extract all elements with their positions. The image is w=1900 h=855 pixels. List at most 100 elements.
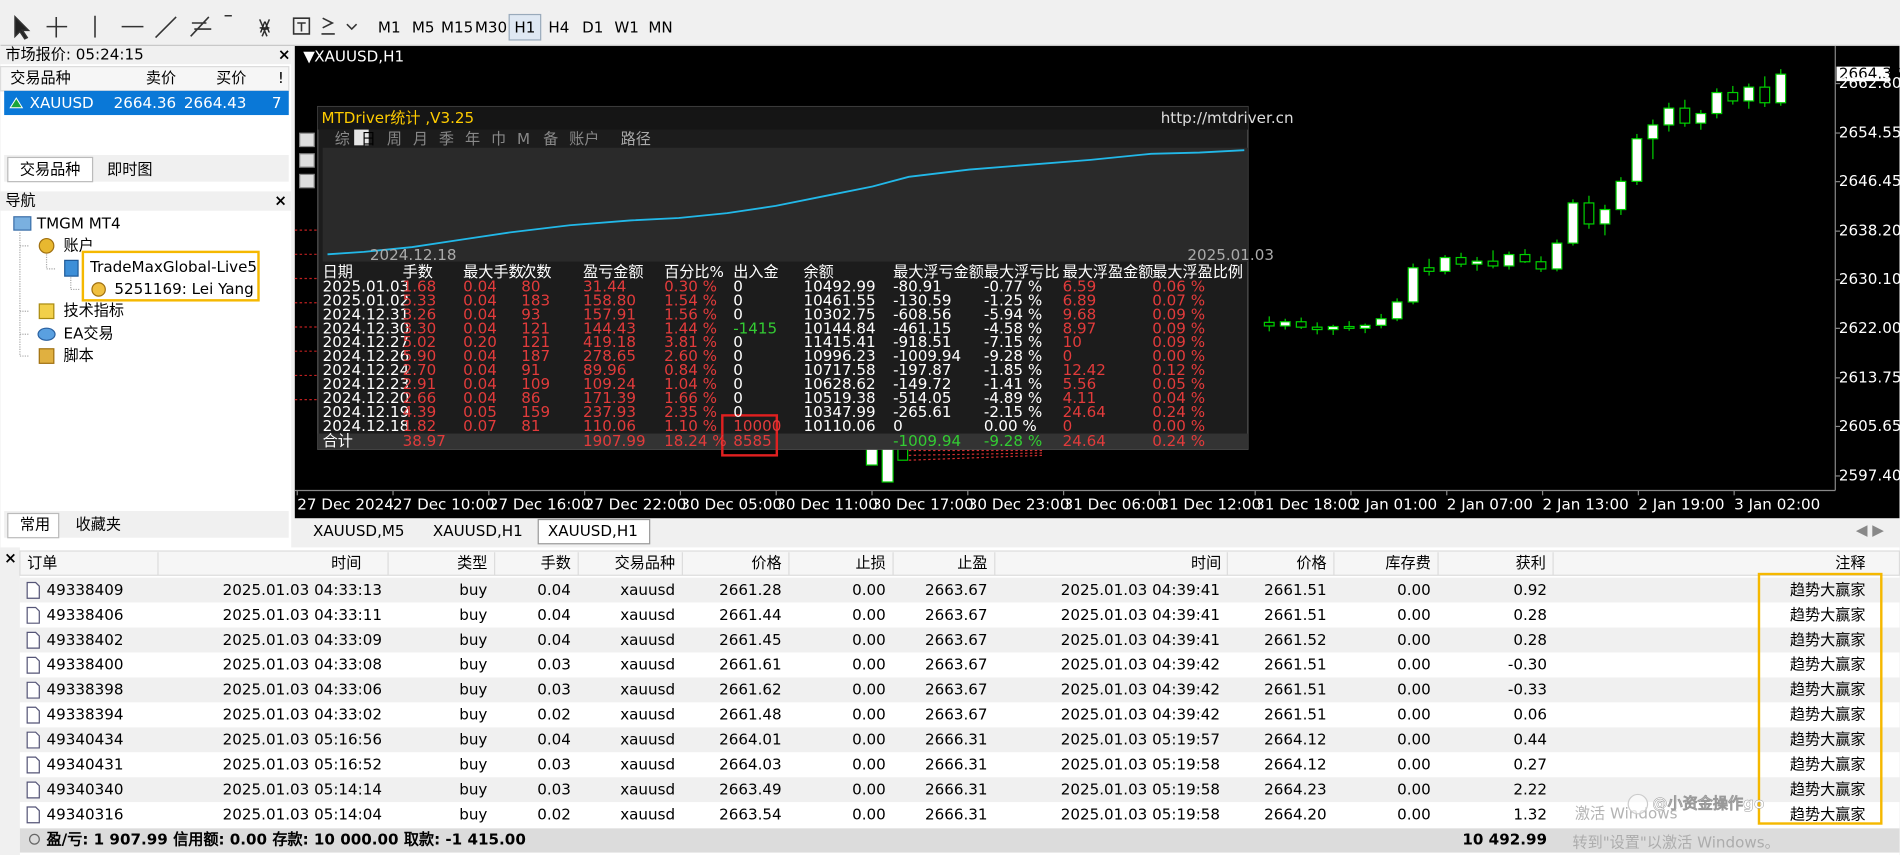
tab-scroll[interactable]: ◀ ▶: [1856, 521, 1884, 539]
tree-item[interactable]: 脚本: [64, 347, 94, 365]
stats-cell: 0: [733, 347, 743, 365]
timeframe-button[interactable]: M1: [378, 18, 401, 36]
text-tool[interactable]: A: [260, 18, 271, 36]
close-button[interactable]: ×: [274, 192, 287, 210]
tree-item[interactable]: EA交易: [64, 325, 114, 343]
column-header[interactable]: 价格: [1296, 554, 1326, 572]
stats-path[interactable]: 路径: [621, 130, 651, 148]
side-icon[interactable]: [299, 173, 315, 189]
stats-menu-item[interactable]: 季: [439, 130, 454, 148]
column-header[interactable]: 手数: [541, 554, 571, 572]
cell: 2661.51: [1264, 656, 1327, 674]
side-icon[interactable]: [299, 153, 315, 168]
column-header[interactable]: 获利: [1516, 554, 1546, 572]
side-icon[interactable]: [299, 132, 315, 148]
stats-cell: -5.94 %: [984, 305, 1042, 323]
column-header[interactable]: 类型: [457, 554, 487, 572]
cell: 2025.01.03 04:39:41: [1061, 631, 1220, 649]
tree-item[interactable]: 技术指标: [64, 302, 125, 320]
chart-menu-arrow[interactable]: ▼: [303, 47, 315, 65]
candle-body: [1311, 326, 1323, 331]
tree-item[interactable]: 账户: [64, 236, 94, 254]
trade-row[interactable]: [19, 652, 1900, 678]
fib-tool[interactable]: [224, 14, 271, 37]
cell: buy: [459, 581, 487, 599]
cursor-tool[interactable]: [14, 15, 31, 40]
tree-item[interactable]: TradeMaxGlobal-Live5: [89, 258, 257, 276]
panel-tab[interactable]: 收藏夹: [76, 515, 121, 533]
stats-menu-item[interactable]: 年: [465, 130, 480, 148]
cell: 2663.67: [925, 606, 988, 624]
timeframe-button[interactable]: M5: [412, 18, 435, 36]
trade-row[interactable]: [19, 602, 1900, 628]
column-header[interactable]: 止损: [856, 554, 886, 572]
channel-tool[interactable]: [190, 16, 212, 37]
trade-row[interactable]: [19, 802, 1900, 828]
trade-row[interactable]: [19, 777, 1900, 803]
stats-cell: 0.04: [463, 305, 497, 323]
timeframe-button[interactable]: M30: [475, 18, 507, 36]
stats-menu-item[interactable]: 月: [413, 130, 428, 148]
stats-cell: 9.68: [1063, 305, 1097, 323]
candle-body: [1439, 256, 1451, 272]
column-header[interactable]: 注释: [1835, 554, 1865, 572]
trend-tool[interactable]: [154, 16, 177, 39]
trade-row[interactable]: [19, 727, 1900, 753]
stats-menu-item[interactable]: 备: [543, 130, 558, 148]
stats-cell: 12.42: [1063, 361, 1106, 379]
column-header[interactable]: 交易品种: [615, 554, 676, 572]
crosshair-tool[interactable]: [46, 16, 68, 38]
stats-cell: 157.91: [583, 305, 636, 323]
column-header[interactable]: 时间: [1191, 554, 1221, 572]
stats-menu-item[interactable]: 巾: [491, 130, 506, 148]
stats-menu-item[interactable]: 周: [387, 130, 402, 148]
timeframe-button[interactable]: W1: [614, 18, 639, 36]
chart-tab[interactable]: XAUUSD,M5: [313, 522, 405, 540]
timeframe-button[interactable]: D1: [582, 18, 603, 36]
trade-row[interactable]: [19, 577, 1900, 603]
trade-row[interactable]: [19, 752, 1900, 778]
tree-item[interactable]: TMGM MT4: [36, 215, 121, 233]
stats-menu-item[interactable]: 日: [361, 130, 376, 148]
timeframe-button[interactable]: M15: [441, 18, 473, 36]
stats-menu-item[interactable]: 账户: [569, 130, 599, 148]
column-header[interactable]: 库存费: [1385, 554, 1430, 572]
market-watch-selected-row[interactable]: [4, 90, 289, 116]
order-icon: [26, 606, 40, 624]
cell: 2025.01.03 05:19:57: [1061, 731, 1220, 749]
close-button[interactable]: ×: [278, 46, 291, 64]
column-header[interactable]: 止盈: [957, 554, 987, 572]
x-tick-label: 30 Dec 05:00: [680, 496, 782, 514]
cell: 趋势大赢家: [1790, 581, 1866, 599]
stats-menu-item[interactable]: M: [517, 130, 530, 148]
timeframe-button[interactable]: H1: [514, 18, 535, 36]
stats-cell: -149.72: [893, 375, 951, 393]
tree-item[interactable]: 5251169: Lei Yang: [114, 280, 253, 298]
active-chart-tab[interactable]: [537, 518, 651, 545]
column-header[interactable]: 时间: [331, 554, 361, 572]
shape-tool[interactable]: [321, 17, 358, 35]
stats-cell: 11415.41: [803, 333, 875, 351]
column-header[interactable]: 价格: [751, 554, 781, 572]
toolbar-tools[interactable]: [14, 14, 358, 40]
active-tab[interactable]: [7, 512, 60, 539]
stats-menu-item[interactable]: 综: [335, 130, 350, 148]
trade-row[interactable]: [19, 702, 1900, 728]
panel-tab[interactable]: 常用: [20, 515, 50, 533]
timeframe-button[interactable]: MN: [648, 18, 672, 36]
active-tab[interactable]: [7, 156, 94, 183]
stats-url[interactable]: http://mtdriver.cn: [1161, 109, 1294, 127]
trade-row[interactable]: [19, 677, 1900, 703]
cell: 2664.36: [114, 94, 177, 112]
timeframe-button[interactable]: H4: [548, 18, 569, 36]
timeframe-selected[interactable]: [508, 13, 542, 41]
trade-row[interactable]: [19, 627, 1900, 653]
chart-tab[interactable]: XAUUSD,H1: [433, 522, 523, 540]
label-tool[interactable]: [292, 17, 311, 35]
column-header[interactable]: 订单: [27, 554, 57, 572]
close-button[interactable]: ×: [4, 549, 17, 567]
panel-tab[interactable]: 交易品种: [20, 161, 81, 179]
chart-tab[interactable]: XAUUSD,H1: [548, 522, 638, 540]
stats-cell: 6.89: [1063, 291, 1097, 309]
panel-tab[interactable]: 即时图: [107, 161, 152, 179]
